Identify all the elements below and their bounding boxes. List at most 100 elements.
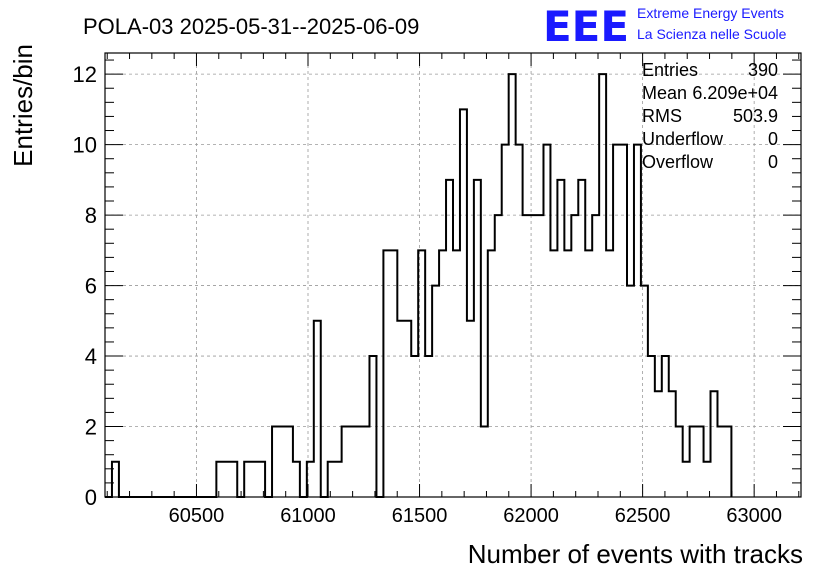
histogram-bin bbox=[112, 462, 119, 497]
histogram-bin bbox=[369, 356, 376, 497]
histogram-bin bbox=[279, 427, 286, 497]
y-tick-label: 8 bbox=[85, 203, 97, 228]
x-tick-label: 63000 bbox=[726, 505, 782, 527]
logo: EEE Extreme Energy Events La Scienza nel… bbox=[543, 2, 787, 51]
x-tick-label: 61000 bbox=[280, 505, 336, 527]
histogram-bin bbox=[627, 286, 634, 497]
histogram-bin bbox=[474, 180, 481, 497]
histogram-bin bbox=[293, 462, 300, 497]
x-tick-label: 62000 bbox=[503, 505, 559, 527]
histogram-bin bbox=[543, 145, 550, 497]
histogram-bin bbox=[592, 215, 599, 497]
logo-mark: EEE bbox=[543, 2, 629, 51]
stats-overflow-value: 0 bbox=[768, 152, 778, 172]
histogram-bin bbox=[251, 462, 258, 497]
histogram-bin bbox=[272, 427, 279, 497]
histogram-bin bbox=[697, 427, 704, 497]
histogram-bin bbox=[383, 250, 390, 497]
stats-mean-value: 6.209e+04 bbox=[692, 83, 778, 103]
x-tick-label: 61500 bbox=[392, 505, 448, 527]
histogram-bin bbox=[314, 321, 321, 497]
histogram-bin bbox=[411, 356, 418, 497]
logo-line-2: La Scienza nelle Scuole bbox=[637, 26, 787, 42]
histogram-bin bbox=[509, 74, 516, 497]
x-tick-label: 60500 bbox=[169, 505, 225, 527]
histogram-bin bbox=[530, 215, 537, 497]
histogram-bin bbox=[717, 427, 724, 497]
y-tick-label: 10 bbox=[73, 133, 97, 158]
histogram-bin bbox=[425, 356, 432, 497]
histogram-bin bbox=[502, 145, 509, 497]
y-axis-ticks: 0 2 4 6 8 10 12 bbox=[73, 59, 801, 510]
histogram-bin bbox=[655, 391, 662, 497]
y-tick-label: 12 bbox=[73, 62, 97, 87]
x-tick-label: 62500 bbox=[615, 505, 671, 527]
histogram-bin bbox=[599, 74, 606, 497]
histogram-bin bbox=[481, 427, 488, 497]
histogram-bin bbox=[523, 215, 530, 497]
histogram-bin bbox=[690, 427, 697, 497]
y-axis-label: Entries/bin bbox=[8, 44, 38, 167]
histogram-bin bbox=[634, 145, 641, 497]
histogram-bin bbox=[516, 145, 523, 497]
histogram-bin bbox=[223, 462, 230, 497]
y-tick-label: 0 bbox=[85, 485, 97, 510]
stats-mean-label: Mean bbox=[642, 83, 687, 103]
histogram-bin bbox=[711, 391, 718, 497]
stats-entries-value: 390 bbox=[748, 60, 778, 80]
histogram-bin bbox=[641, 286, 648, 497]
histogram-bin bbox=[606, 250, 613, 497]
histogram-bin bbox=[676, 427, 683, 497]
histogram-bin bbox=[335, 462, 342, 497]
y-tick-label: 6 bbox=[85, 274, 97, 299]
histogram-bin bbox=[460, 109, 467, 497]
stats-underflow-value: 0 bbox=[768, 129, 778, 149]
histogram-bin bbox=[349, 427, 356, 497]
histogram-bin bbox=[390, 250, 397, 497]
x-axis-label: Number of events with tracks bbox=[468, 539, 803, 569]
logo-line-1: Extreme Energy Events bbox=[637, 5, 784, 21]
histogram-bin bbox=[620, 145, 627, 497]
histogram-bin bbox=[244, 462, 251, 497]
histogram-bin bbox=[404, 321, 411, 497]
histogram-bin bbox=[418, 250, 425, 497]
histogram-bin bbox=[495, 215, 502, 497]
stats-box: Entries 390 Mean 6.209e+04 RMS 503.9 Und… bbox=[642, 60, 778, 172]
y-tick-label: 2 bbox=[85, 415, 97, 440]
stats-rms-label: RMS bbox=[642, 106, 682, 126]
stats-overflow-label: Overflow bbox=[642, 152, 714, 172]
histogram-bin bbox=[342, 427, 349, 497]
histogram-bin bbox=[258, 462, 265, 497]
stats-underflow-label: Underflow bbox=[642, 129, 724, 149]
histogram-bin bbox=[585, 250, 592, 497]
histogram-bin bbox=[397, 321, 404, 497]
histogram-bin bbox=[550, 250, 557, 497]
histogram-bin bbox=[662, 356, 669, 497]
histogram-bin bbox=[488, 250, 495, 497]
stats-rms-value: 503.9 bbox=[733, 106, 778, 126]
histogram-bin bbox=[557, 180, 564, 497]
histogram-outline bbox=[105, 73, 733, 498]
histogram-bin bbox=[356, 427, 363, 497]
chart-title: POLA-03 2025-05-31--2025-06-09 bbox=[83, 14, 419, 39]
histogram-bin bbox=[537, 215, 544, 497]
histogram-bin bbox=[683, 462, 690, 497]
histogram-bin bbox=[669, 391, 676, 497]
histogram-bin bbox=[571, 215, 578, 497]
histogram-bin bbox=[467, 321, 474, 497]
histogram-bin bbox=[446, 180, 453, 497]
histogram-series bbox=[105, 73, 733, 498]
histogram-bin bbox=[578, 180, 585, 497]
histogram-bin bbox=[453, 250, 460, 497]
histogram-bin bbox=[363, 427, 370, 497]
histogram-bin bbox=[648, 356, 655, 497]
histogram-bin bbox=[564, 250, 571, 497]
plot-frame bbox=[104, 52, 802, 498]
histogram-bin bbox=[328, 462, 335, 497]
histogram-bin bbox=[439, 250, 446, 497]
histogram-bin bbox=[613, 145, 620, 497]
histogram-bin bbox=[286, 427, 293, 497]
y-tick-label: 4 bbox=[85, 344, 97, 369]
histogram-bin bbox=[230, 462, 237, 497]
